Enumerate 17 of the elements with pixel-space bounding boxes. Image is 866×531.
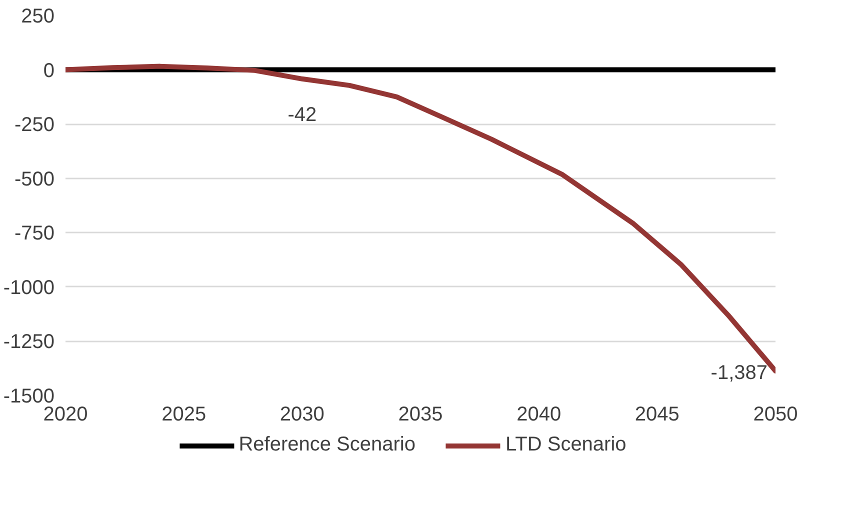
y-tick-label: -1250 — [3, 331, 55, 354]
data-label: -42 — [288, 104, 317, 126]
y-tick-label: -1000 — [3, 276, 55, 299]
y-tick-label: -500 — [14, 168, 54, 190]
y-tick-label: 0 — [43, 60, 54, 82]
x-tick-label: 2045 — [634, 404, 680, 426]
legend-label: LTD Scenario — [505, 434, 626, 456]
x-tick-label: 2035 — [398, 404, 443, 426]
y-tick-label: 250 — [21, 6, 55, 28]
x-tick-label: 2030 — [280, 404, 324, 426]
y-tick-label: -750 — [14, 222, 54, 245]
data-label: -1,387 — [710, 362, 768, 384]
x-tick-label: 2050 — [753, 404, 798, 426]
y-tick-label: -250 — [14, 114, 54, 136]
x-tick-label: 2025 — [162, 404, 206, 426]
legend-label: Reference Scenario — [238, 434, 416, 456]
x-tick-label: 2040 — [516, 404, 562, 426]
